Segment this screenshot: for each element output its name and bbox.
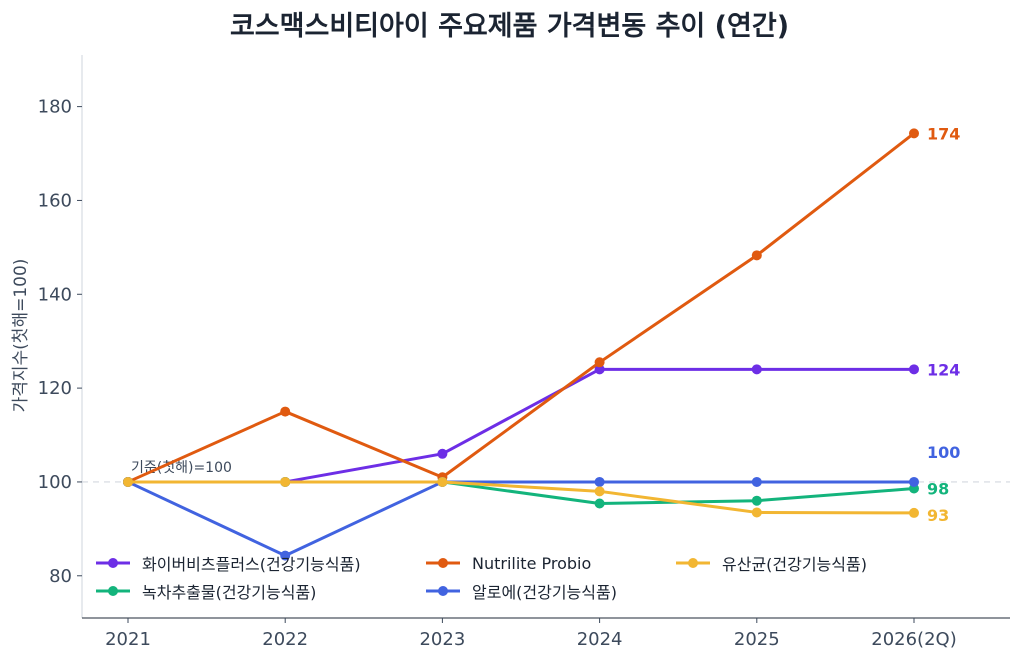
series-line [127, 480, 914, 558]
end-value-label: 124 [927, 360, 960, 379]
x-tick-label: 2026(2Q) [871, 629, 956, 650]
x-tick-label: 2021 [105, 629, 151, 650]
data-point [594, 498, 605, 509]
y-tick-label: 100 [38, 472, 72, 493]
legend-swatch [96, 586, 130, 596]
series-line [127, 132, 915, 484]
reference-annotation: 기준(첫해)=100 [131, 460, 232, 476]
y-tick-label: 120 [38, 378, 72, 399]
data-point [594, 476, 605, 487]
data-point [280, 406, 291, 417]
end-value-label: 93 [927, 506, 949, 525]
y-tick-label: 160 [38, 190, 72, 211]
data-point [751, 364, 762, 375]
x-tick-label: 2023 [419, 629, 465, 650]
data-point [751, 476, 762, 487]
x-tick-label: 2022 [262, 629, 308, 650]
x-tick-label: 2025 [734, 629, 780, 650]
legend-swatch [96, 558, 130, 568]
data-point [751, 507, 762, 518]
legend-item: Nutrilite Probio [424, 551, 674, 575]
end-value-label: 174 [927, 124, 960, 143]
data-point [437, 448, 448, 459]
series-line [128, 480, 915, 515]
legend-label: Nutrilite Probio [472, 553, 592, 573]
data-point [123, 476, 133, 487]
y-tick-label: 180 [38, 97, 72, 118]
legend-label: 알로에(건강기능식품) [472, 583, 617, 602]
y-tick-label: 80 [49, 566, 72, 587]
chart-title: 코스맥스비티아이 주요제품 가격변동 추이 (연간) [229, 11, 790, 42]
y-tick-label: 140 [38, 284, 72, 305]
data-point [594, 364, 605, 375]
data-point [909, 128, 919, 139]
legend-item: 유산균(건강기능식품) [674, 551, 914, 575]
data-point [751, 250, 762, 261]
legend-item: 알로에(건강기능식품) [424, 579, 674, 603]
legend: 화이버비츠플러스(건강기능식품) Nutrilite Probio 유산균(건강기능… [94, 551, 914, 603]
data-point [909, 507, 919, 518]
legend-swatch [426, 586, 460, 596]
data-point [280, 476, 291, 487]
y-axis-label: 가격지수(첫해=100) [11, 259, 31, 413]
data-point [280, 550, 291, 561]
end-value-label: 100 [927, 443, 960, 462]
legend-label: 유산균(건강기능식품) [722, 555, 867, 574]
legend-swatch [676, 558, 710, 568]
data-point [594, 357, 605, 368]
legend-swatch [426, 558, 460, 568]
data-point [751, 495, 762, 506]
data-point [909, 364, 919, 375]
legend-label: 녹차추출물(건강기능식품) [142, 583, 317, 602]
series-line [128, 367, 914, 484]
legend-label: 화이버비츠플러스(건강기능식품) [142, 555, 361, 574]
x-tick-label: 2024 [577, 629, 623, 650]
data-point [437, 476, 448, 487]
legend-item: 화이버비츠플러스(건강기능식품) [94, 551, 424, 575]
data-point [909, 476, 919, 487]
end-value-label: 98 [927, 480, 949, 499]
legend-item: 녹차추출물(건강기능식품) [94, 579, 424, 603]
data-point [594, 486, 605, 497]
